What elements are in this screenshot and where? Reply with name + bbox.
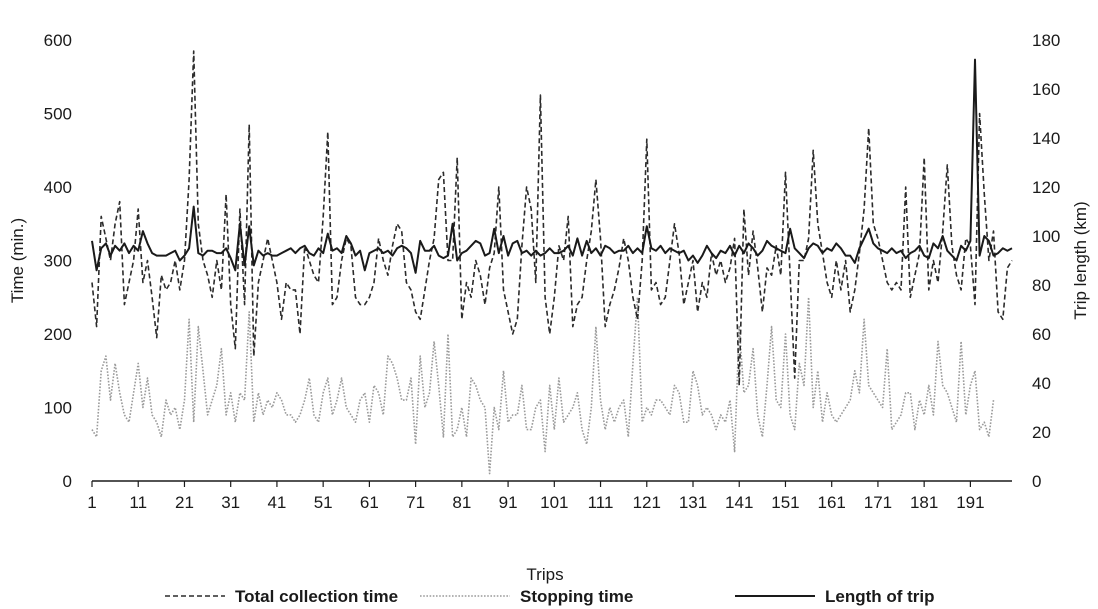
y-tick-label: 400	[44, 178, 72, 197]
x-tick-label: 101	[540, 493, 568, 512]
x-tick-label: 81	[452, 493, 471, 512]
legend: Total collection time Stopping time Length…	[165, 587, 935, 606]
y-tick-label: 600	[44, 31, 72, 50]
series-line-length-of-trip	[91, 58, 1013, 274]
series-line-total-collection-time	[91, 50, 1013, 387]
y-tick-label: 500	[44, 105, 72, 124]
legend-label: Total collection time	[235, 587, 398, 606]
x-tick-label: 1	[87, 493, 96, 512]
x-tick-label: 121	[633, 493, 661, 512]
y-tick-label: 100	[44, 399, 72, 418]
y2-tick-label: 160	[1032, 80, 1060, 99]
y2-axis-title: Trip length (km)	[1071, 201, 1090, 319]
y2-tick-label: 0	[1032, 472, 1041, 491]
y2-tick-label: 20	[1032, 423, 1051, 442]
x-tick-label: 181	[910, 493, 938, 512]
x-tick-label: 111	[588, 493, 614, 512]
x-tick-label: 51	[314, 493, 333, 512]
legend-label: Stopping time	[520, 587, 633, 606]
y2-tick-label: 180	[1032, 31, 1060, 50]
x-tick-label: 151	[771, 493, 799, 512]
x-tick-label: 61	[360, 493, 379, 512]
y2-tick-label: 100	[1032, 227, 1060, 246]
y-tick-label: 0	[63, 472, 72, 491]
y2-tick-label: 140	[1032, 129, 1060, 148]
x-tick-label: 71	[406, 493, 425, 512]
y2-tick-label: 80	[1032, 276, 1051, 295]
x-axis-title: Trips	[526, 565, 563, 584]
x-tick-label: 91	[499, 493, 518, 512]
x-tick-label: 41	[267, 493, 286, 512]
x-ticks: 1 11 21 31 41 51 61 71 81 91 101 111 121 131 141 151 161…	[87, 481, 985, 512]
plot-series	[91, 50, 1013, 475]
x-tick-label: 31	[221, 493, 240, 512]
y2-ticks: 0 20 40 60 80 100 120 140 160 180	[1032, 31, 1060, 491]
x-tick-label: 141	[725, 493, 753, 512]
axes: 1 11 21 31 41 51 61 71 81 91 101 111 121 131 141 151 161…	[44, 31, 1061, 512]
y-ticks: 0 100 200 300 400 500 600	[44, 31, 72, 491]
y-axis-title: Time (min.)	[8, 218, 27, 303]
x-tick-label: 171	[864, 493, 892, 512]
y-tick-label: 200	[44, 325, 72, 344]
y2-tick-label: 120	[1032, 178, 1060, 197]
x-tick-label: 21	[175, 493, 194, 512]
x-tick-label: 131	[679, 493, 707, 512]
y-tick-label: 300	[44, 252, 72, 271]
y2-tick-label: 60	[1032, 325, 1051, 344]
y2-tick-label: 40	[1032, 374, 1051, 393]
x-tick-label: 191	[956, 493, 984, 512]
x-tick-label: 161	[818, 493, 846, 512]
x-tick-label: 11	[129, 493, 147, 512]
series-line-stopping-time	[91, 296, 995, 475]
legend-label: Length of trip	[825, 587, 935, 606]
